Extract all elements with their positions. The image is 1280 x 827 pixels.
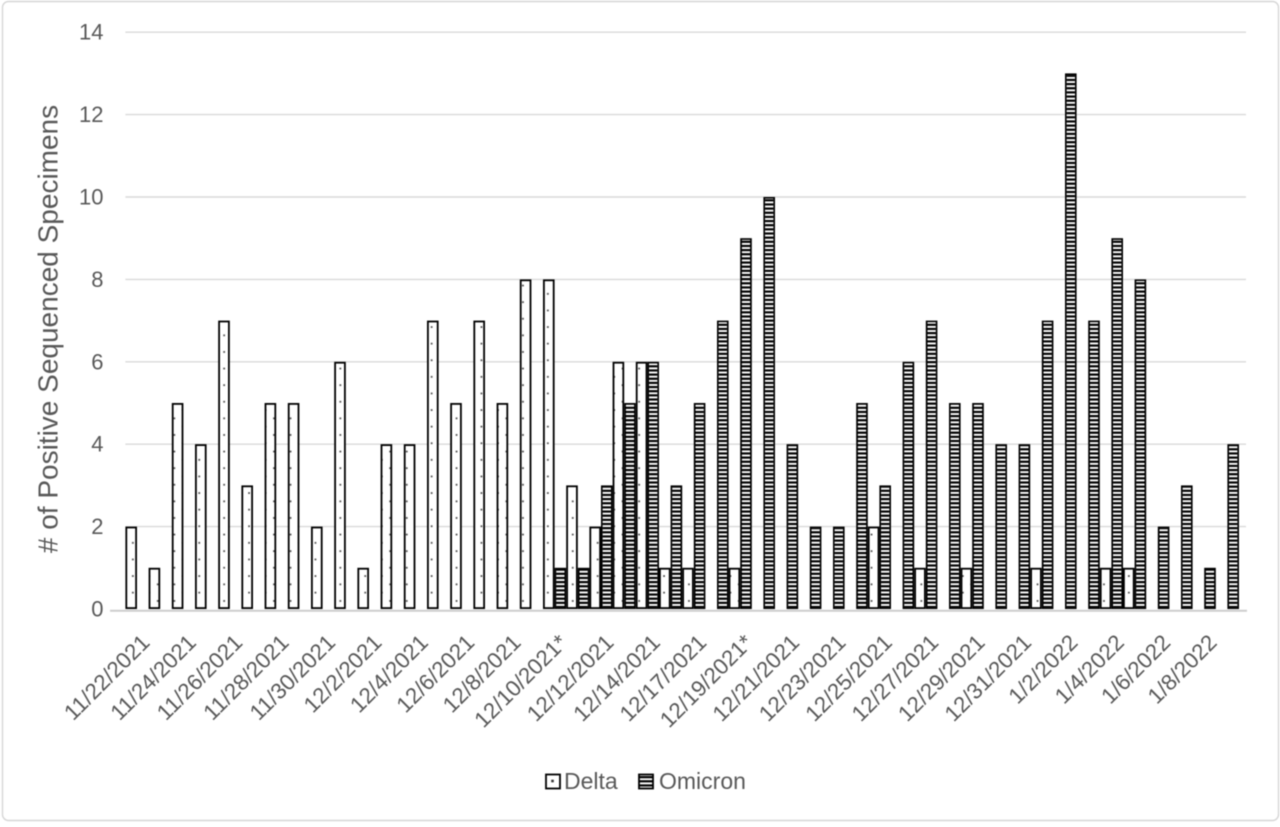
svg-text:Delta: Delta (564, 768, 618, 794)
svg-text:0: 0 (91, 597, 103, 622)
svg-text:12: 12 (79, 102, 103, 127)
svg-text:4: 4 (91, 432, 103, 457)
svg-text:10: 10 (79, 185, 103, 210)
svg-text:Omicron: Omicron (659, 768, 746, 794)
svg-text:8: 8 (91, 267, 103, 292)
svg-text:# of Positive Sequenced Specim: # of Positive Sequenced Specimens (33, 105, 64, 553)
svg-text:14: 14 (79, 20, 103, 45)
svg-text:6: 6 (91, 349, 103, 374)
svg-text:2: 2 (91, 514, 103, 539)
